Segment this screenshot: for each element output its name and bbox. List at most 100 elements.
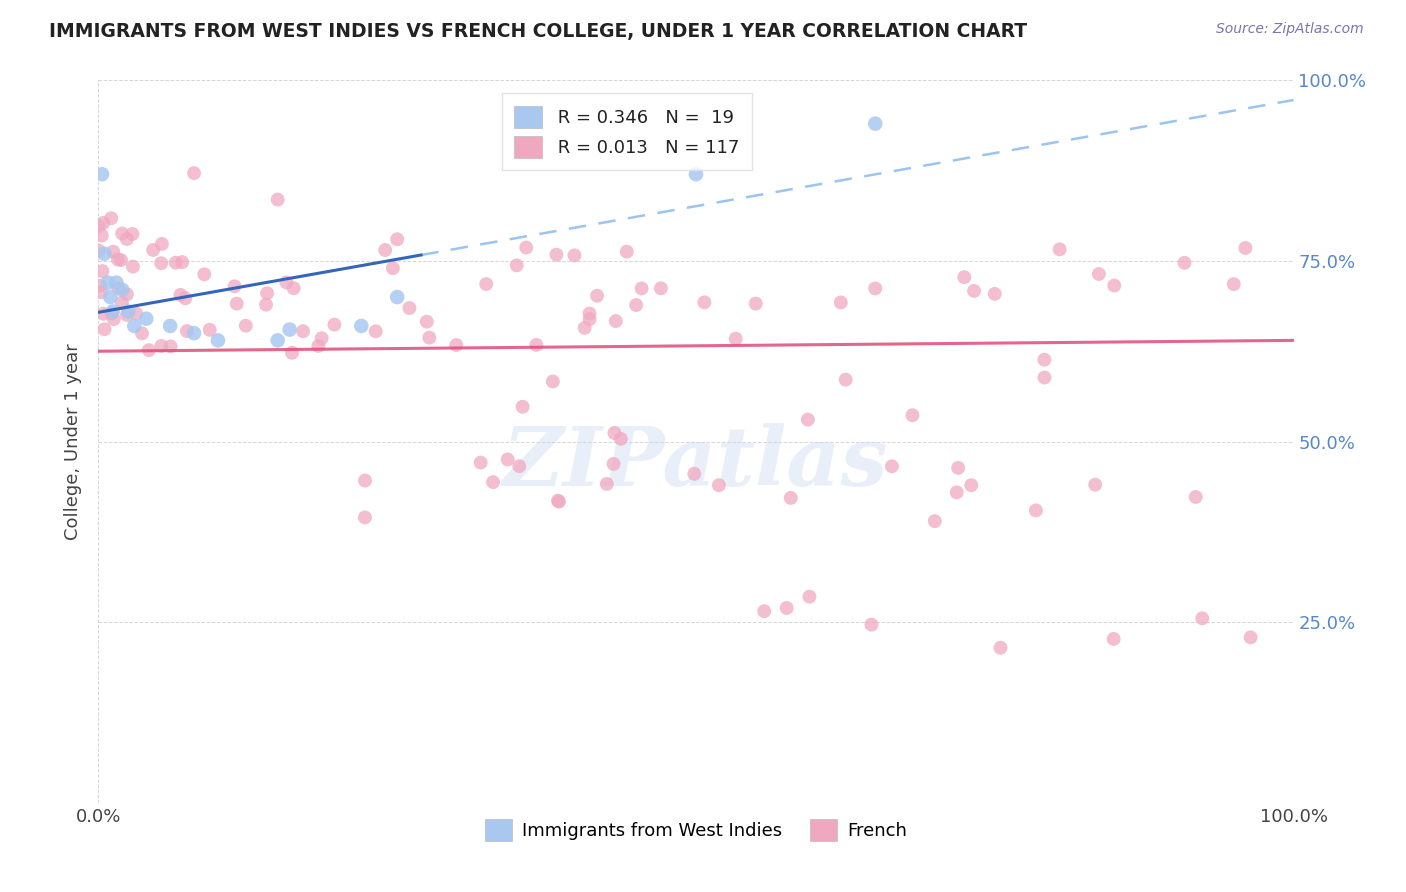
Point: [159, 339, 181, 353]
Point: [111, 295, 134, 310]
Point: [90, 228, 112, 243]
Point: [87, 244, 110, 258]
Point: [605, 314, 627, 328]
Point: [524, 338, 547, 352]
Point: [165, 255, 187, 269]
Point: [385, 232, 409, 246]
Point: [100, 306, 122, 320]
Point: [107, 252, 129, 267]
Point: [1234, 241, 1257, 255]
Point: [865, 281, 887, 295]
Point: [984, 286, 1007, 301]
Point: [193, 267, 215, 281]
Point: [283, 281, 305, 295]
Point: [1033, 352, 1056, 367]
Point: [446, 338, 468, 352]
Point: [150, 256, 173, 270]
Point: [1033, 370, 1056, 384]
Point: [860, 617, 883, 632]
Point: [578, 306, 600, 320]
Point: [865, 117, 887, 131]
Point: [98, 290, 122, 304]
Point: [990, 640, 1012, 655]
Point: [374, 243, 396, 257]
Point: [256, 286, 278, 301]
Point: [235, 318, 257, 333]
Point: [93, 246, 115, 260]
Text: Source: ZipAtlas.com: Source: ZipAtlas.com: [1216, 22, 1364, 37]
Point: [834, 373, 856, 387]
Point: [91, 264, 114, 278]
Point: [683, 467, 706, 481]
Point: [207, 334, 229, 348]
Point: [122, 260, 145, 274]
Point: [418, 330, 440, 344]
Point: [103, 244, 125, 259]
Point: [91, 167, 114, 181]
Point: [107, 281, 129, 295]
Point: [1049, 243, 1071, 257]
Point: [198, 323, 221, 337]
Point: [90, 285, 112, 300]
Point: [142, 243, 165, 257]
Point: [364, 324, 387, 338]
Point: [693, 295, 716, 310]
Point: [797, 412, 820, 426]
Point: [183, 166, 205, 180]
Point: [1102, 632, 1125, 646]
Point: [225, 296, 247, 310]
Point: [110, 253, 132, 268]
Point: [546, 247, 568, 261]
Point: [602, 457, 624, 471]
Point: [131, 326, 153, 341]
Point: [169, 288, 191, 302]
Point: [111, 227, 134, 241]
Point: [482, 475, 505, 489]
Point: [172, 255, 194, 269]
Point: [276, 276, 298, 290]
Point: [596, 476, 619, 491]
Point: [115, 232, 138, 246]
Point: [745, 296, 768, 310]
Point: [254, 298, 277, 312]
Text: IMMIGRANTS FROM WEST INDIES VS FRENCH COLLEGE, UNDER 1 YEAR CORRELATION CHART: IMMIGRANTS FROM WEST INDIES VS FRENCH CO…: [49, 22, 1028, 41]
Point: [292, 324, 315, 338]
Point: [267, 334, 290, 348]
Point: [1088, 267, 1111, 281]
Point: [1025, 503, 1047, 517]
Point: [87, 219, 110, 233]
Legend: Immigrants from West Indies, French: Immigrants from West Indies, French: [477, 812, 915, 848]
Point: [323, 318, 346, 332]
Point: [105, 276, 128, 290]
Point: [470, 456, 492, 470]
Point: [564, 248, 586, 262]
Point: [1104, 278, 1126, 293]
Point: [754, 604, 776, 618]
Point: [138, 343, 160, 358]
Point: [115, 308, 138, 322]
Point: [1239, 631, 1261, 645]
Text: ZIPatlas: ZIPatlas: [503, 423, 889, 503]
Point: [89, 278, 111, 293]
Point: [963, 284, 986, 298]
Point: [311, 331, 333, 345]
Point: [707, 478, 730, 492]
Point: [586, 289, 609, 303]
Point: [945, 485, 967, 500]
Point: [115, 287, 138, 301]
Point: [603, 425, 626, 440]
Point: [307, 339, 329, 353]
Point: [901, 408, 924, 422]
Y-axis label: College, Under 1 year: College, Under 1 year: [65, 343, 83, 540]
Point: [398, 301, 420, 315]
Point: [176, 324, 198, 338]
Point: [610, 432, 633, 446]
Point: [224, 279, 246, 293]
Point: [548, 494, 571, 508]
Point: [135, 311, 157, 326]
Point: [267, 193, 290, 207]
Point: [685, 167, 707, 181]
Point: [960, 478, 983, 492]
Point: [93, 307, 115, 321]
Point: [354, 510, 377, 524]
